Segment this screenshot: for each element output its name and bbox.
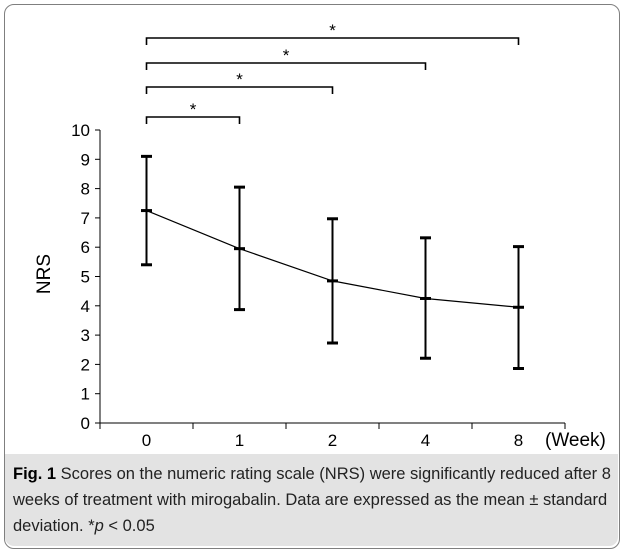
x-tick-label: 4: [421, 431, 430, 450]
bracket-line: [145, 37, 520, 45]
y-tick-label: 7: [81, 209, 90, 228]
x-axis: 0 1 2 4 8: [99, 423, 566, 450]
caption-background: [5, 454, 618, 546]
y-tick-label: 3: [81, 326, 90, 345]
significance-bracket: *: [145, 21, 520, 45]
significance-bracket: *: [145, 46, 427, 70]
figure-label: Fig. 1: [13, 465, 57, 483]
y-tick-label: 6: [81, 238, 90, 257]
p-symbol: p: [94, 517, 104, 535]
y-tick-label: 8: [81, 180, 90, 199]
error-bar: [513, 245, 524, 371]
bracket-line: [145, 116, 241, 124]
caption-text: Scores on the numeric rating scale (NRS)…: [13, 465, 611, 535]
x-tick-label: 2: [328, 431, 337, 450]
y-tick-label: 9: [81, 150, 90, 169]
x-tick-label: 8: [514, 431, 523, 450]
y-tick-label: 4: [81, 297, 90, 316]
y-axis-title: NRS: [34, 254, 55, 294]
figure-caption: Fig. 1 Scores on the numeric rating scal…: [13, 461, 613, 539]
y-tick-label: 5: [81, 268, 90, 287]
significance-bracket: *: [145, 70, 334, 94]
y-tick-label: 10: [71, 121, 90, 140]
x-axis-unit-label: (Week): [545, 430, 606, 451]
significance-brackets: * * * *: [145, 21, 520, 124]
error-bars: [141, 154, 524, 371]
y-axis: 0 1 2 3 4 5 6 7 8 9 10: [71, 121, 100, 433]
significance-star: *: [329, 21, 336, 40]
mean-line: [146, 210, 519, 308]
p-threshold: < 0.05: [103, 517, 155, 535]
x-tick-label: 1: [235, 431, 244, 450]
y-tick-label: 1: [81, 385, 90, 404]
significance-star: *: [236, 70, 243, 89]
significance-star: *: [190, 100, 197, 119]
y-tick-label: 2: [81, 355, 90, 374]
significance-bracket: *: [145, 100, 241, 124]
bracket-line: [145, 86, 334, 94]
significance-star: *: [283, 46, 290, 65]
series-line: [146, 210, 519, 308]
y-tick-label: 0: [81, 414, 90, 433]
bracket-line: [145, 62, 427, 70]
x-tick-label: 0: [142, 431, 151, 450]
